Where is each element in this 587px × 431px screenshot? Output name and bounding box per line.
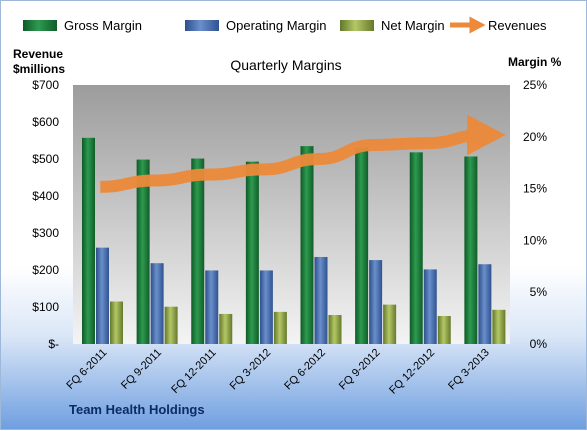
operating-margin-bar (150, 263, 164, 344)
gross-margin-bar (300, 146, 314, 344)
left-tick-label: $200 (32, 263, 59, 277)
legend-label-operating-margin: Operating Margin (226, 18, 326, 33)
gross-margin-bar (191, 158, 205, 344)
legend-label-revenues: Revenues (488, 18, 547, 33)
revenues-line-layer (100, 114, 506, 193)
legend: Gross Margin Operating Margin Net Margin… (23, 16, 547, 34)
left-tick-label: $- (48, 337, 59, 351)
category-label: FQ 3-2012 (228, 347, 274, 393)
left-axis-ticks: $- $100 $200 $300 $400 $500 $600 $700 (32, 78, 59, 351)
chart-title: Quarterly Margins (230, 57, 341, 73)
gross-margin-bar (245, 161, 259, 344)
net-margin-bar (492, 309, 506, 344)
net-margin-bar (383, 304, 397, 344)
right-tick-label: 25% (523, 78, 547, 92)
gross-margin-bar (355, 147, 369, 344)
operating-margin-bar (478, 264, 492, 344)
net-margin-bar (437, 316, 451, 344)
net-margin-bar (273, 311, 287, 344)
left-tick-label: $500 (32, 152, 59, 166)
operating-margin-bar (259, 270, 273, 344)
gross-margin-bar (409, 152, 423, 344)
category-label: FQ 9-2012 (337, 347, 383, 393)
operating-margin-bar (314, 256, 328, 344)
gross-margin-bar (82, 137, 95, 344)
legend-swatch-gross-margin (23, 20, 57, 31)
left-axis-title-line2: $millions (13, 62, 65, 76)
company-name: Team Health Holdings (69, 402, 205, 417)
legend-swatch-net-margin (340, 20, 374, 31)
left-axis-title-line1: Revenue (13, 47, 63, 61)
net-margin-bar (219, 313, 233, 344)
net-margin-bar (164, 306, 178, 344)
left-tick-label: $300 (32, 226, 59, 240)
category-axis-labels: FQ 6-2011 FQ 9-2011 FQ 12-2011 FQ 3-2012 FQ … (64, 347, 491, 397)
category-label: FQ 9-2011 (119, 347, 164, 392)
right-tick-label: 10% (523, 233, 547, 247)
gross-margin-bar (136, 159, 150, 344)
operating-margin-bar (369, 260, 383, 344)
category-label: FQ 12-2012 (387, 347, 437, 397)
right-tick-label: 0% (530, 337, 548, 351)
category-label: FQ 12-2011 (169, 347, 218, 396)
right-tick-label: 15% (523, 182, 547, 196)
net-margin-bar (110, 301, 123, 344)
category-label: FQ 6-2012 (282, 347, 328, 393)
operating-margin-bar (96, 247, 109, 344)
legend-swatch-operating-margin (185, 20, 219, 31)
left-tick-label: $600 (32, 115, 59, 129)
left-tick-label: $400 (32, 189, 59, 203)
legend-label-gross-margin: Gross Margin (64, 18, 142, 33)
left-tick-label: $700 (32, 78, 59, 92)
revenues-line (100, 114, 506, 193)
bar-series (82, 137, 506, 344)
right-tick-label: 20% (523, 130, 547, 144)
left-tick-label: $100 (32, 300, 59, 314)
right-axis-title: Margin % (508, 55, 562, 69)
category-label: FQ 3-2013 (446, 347, 492, 393)
right-tick-label: 5% (530, 285, 548, 299)
net-margin-bar (328, 314, 342, 344)
operating-margin-bar (423, 269, 437, 344)
right-axis-ticks: 0% 5% 10% 15% 20% 25% (523, 78, 547, 351)
category-label: FQ 6-2011 (64, 347, 109, 392)
operating-margin-bar (205, 270, 219, 344)
gross-margin-bar (464, 156, 478, 344)
legend-label-net-margin: Net Margin (381, 18, 445, 33)
